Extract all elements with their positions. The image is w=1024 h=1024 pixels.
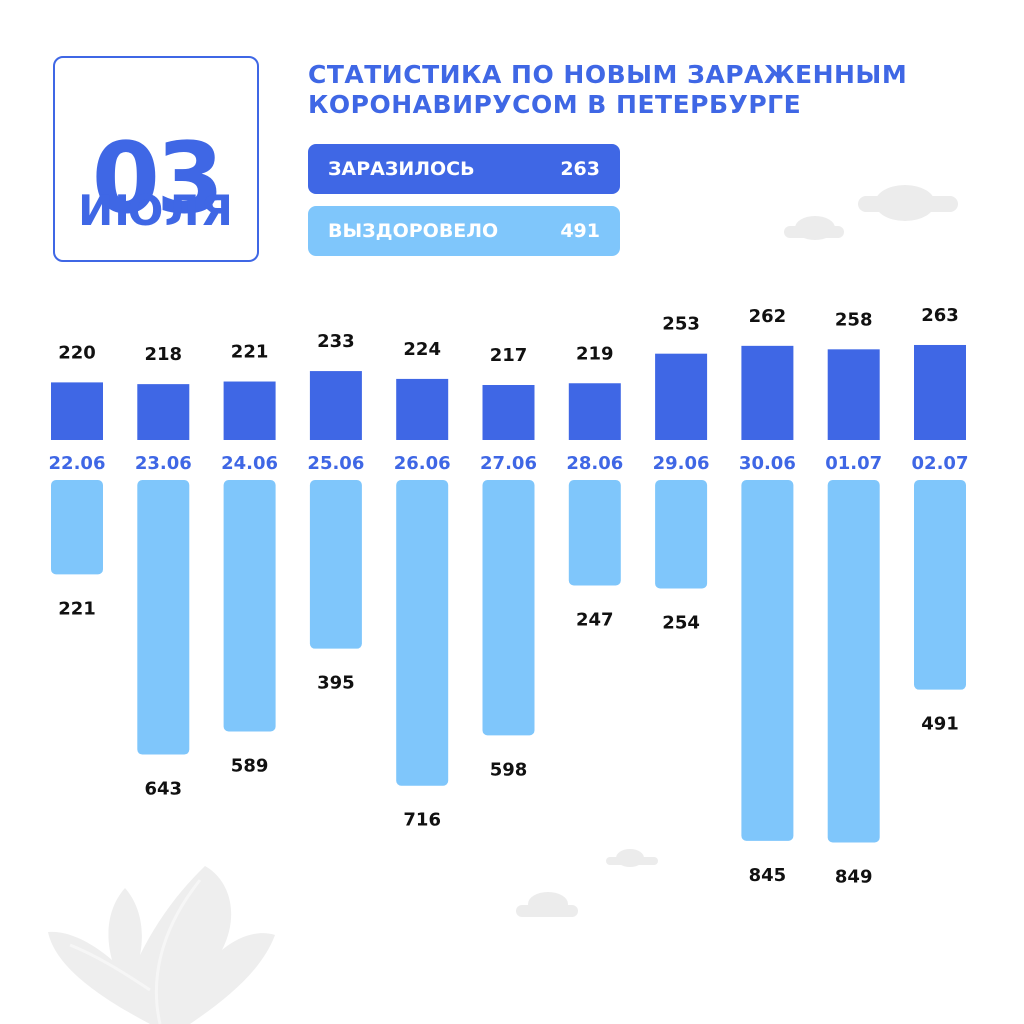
infected-bar — [655, 353, 708, 440]
recovered-bar — [223, 480, 276, 732]
date-month: ИЮЛЯ — [78, 186, 234, 235]
infected-bar — [568, 383, 621, 440]
recovered-summary-label: ВЫЗДОРОВЕЛО — [328, 220, 499, 242]
infected-value-label: 258 — [835, 309, 873, 330]
recovered-bar — [482, 480, 535, 736]
recovered-value-label: 643 — [145, 779, 183, 800]
infected-bar — [309, 371, 362, 440]
recovered-value-label: 716 — [403, 810, 441, 831]
infected-value-label: 263 — [921, 305, 959, 326]
infected-bar — [137, 384, 190, 440]
title-line-1: СТАТИСТИКА ПО НОВЫМ ЗАРАЖЕННЫМ — [308, 60, 908, 89]
infected-summary-badge: ЗАРАЗИЛОСЬ 263 — [308, 144, 620, 194]
recovered-summary-value: 491 — [560, 220, 600, 242]
date-tick-label: 01.07 — [825, 453, 882, 474]
date-tick-label: 26.06 — [394, 453, 451, 474]
infected-value-label: 253 — [662, 314, 700, 335]
infected-bar — [827, 349, 880, 440]
recovered-value-label: 589 — [231, 756, 269, 777]
recovered-bar — [741, 480, 794, 841]
infected-value-label: 218 — [145, 344, 183, 365]
infected-summary-value: 263 — [560, 158, 600, 180]
recovered-bar — [396, 480, 449, 786]
recovered-bar — [655, 480, 708, 589]
date-tick-label: 23.06 — [135, 453, 192, 474]
infected-summary-label: ЗАРАЗИЛОСЬ — [328, 158, 475, 180]
cloud-icon — [784, 216, 844, 240]
page-title: СТАТИСТИКА ПО НОВЫМ ЗАРАЖЕННЫМ КОРОНАВИР… — [308, 60, 948, 120]
recovered-value-label: 845 — [749, 865, 787, 886]
date-tick-label: 02.07 — [912, 453, 969, 474]
infected-bar — [914, 344, 966, 440]
recovered-value-label: 395 — [317, 673, 355, 694]
recovered-value-label: 491 — [921, 714, 959, 735]
infected-value-label: 217 — [490, 345, 528, 366]
date-tick-label: 28.06 — [566, 453, 623, 474]
date-tick-label: 27.06 — [480, 453, 537, 474]
cloud-icon — [858, 185, 958, 221]
recovered-value-label: 598 — [490, 759, 528, 780]
infected-bar — [396, 378, 449, 440]
infected-bar — [223, 381, 276, 440]
date-tick-label: 29.06 — [653, 453, 710, 474]
infected-value-label: 219 — [576, 343, 614, 364]
recovered-value-label: 247 — [576, 609, 614, 630]
recovered-value-label: 254 — [662, 612, 700, 633]
recovered-summary-badge: ВЫЗДОРОВЕЛО 491 — [308, 206, 620, 256]
date-day: 03 — [91, 122, 224, 236]
leaf-icon — [48, 866, 275, 1024]
infected-bar — [741, 345, 794, 440]
recovered-value-label: 849 — [835, 867, 873, 888]
recovered-bar — [137, 480, 190, 755]
infected-bar — [482, 385, 535, 440]
title-line-2: КОРОНАВИРУСОМ В ПЕТЕРБУРГЕ — [308, 90, 802, 119]
infected-value-label: 233 — [317, 331, 355, 352]
cloud-icon — [606, 849, 658, 867]
date-tick-label: 30.06 — [739, 453, 796, 474]
date-tick-label: 24.06 — [221, 453, 278, 474]
infected-value-label: 224 — [403, 339, 441, 360]
date-card: 03 ИЮЛЯ — [53, 56, 259, 262]
recovered-bar — [51, 480, 103, 575]
date-tick-label: 22.06 — [49, 453, 106, 474]
infected-value-label: 221 — [231, 342, 269, 363]
infected-bar — [51, 382, 103, 440]
recovered-bar — [309, 480, 362, 649]
recovered-bar — [914, 480, 966, 690]
infected-value-label: 262 — [749, 306, 787, 327]
recovered-value-label: 221 — [58, 598, 96, 619]
infected-value-label: 220 — [58, 342, 96, 363]
date-tick-label: 25.06 — [307, 453, 364, 474]
recovered-bar — [827, 480, 880, 843]
cloud-icon — [516, 892, 578, 917]
recovered-bar — [568, 480, 621, 586]
